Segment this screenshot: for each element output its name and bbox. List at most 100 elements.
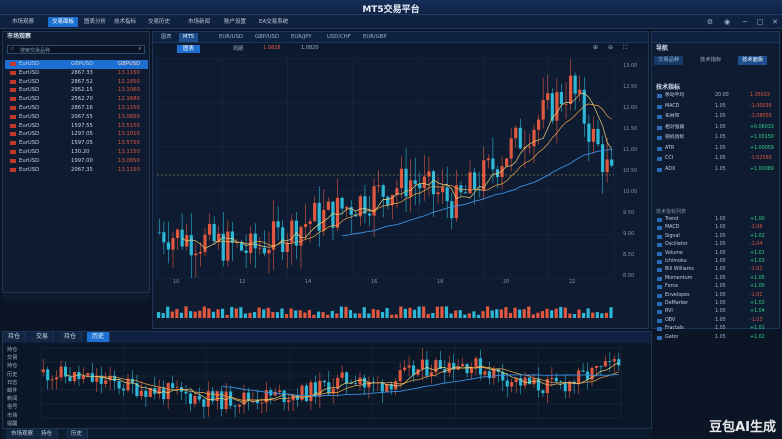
list-item[interactable]: EurUSD 2067.35 13.1150 [5, 166, 148, 175]
side-item[interactable]: 历史 [7, 371, 18, 378]
range-label[interactable]: 1.0820 [301, 45, 319, 51]
list-item[interactable]: EurUSD 2867.33 13.1150 [5, 69, 148, 78]
list-item[interactable]: EurUSD GBPUSD GBPUSD [5, 60, 148, 69]
tab-bottom-1[interactable]: 交易 [31, 332, 55, 342]
period-label[interactable]: 周期 [233, 46, 244, 52]
list-item[interactable]: EurUSD 2867.16 13.1150 [5, 104, 148, 113]
list-item[interactable]: EurUSD 1597.05 13.5750 [5, 139, 148, 148]
side-item[interactable]: 信号 [7, 404, 18, 411]
side-item[interactable]: 邮件 [7, 388, 18, 394]
notification-icon[interactable]: ◉ [723, 18, 731, 26]
indicator-list-item[interactable]: OBV 1.05 -1.03 [655, 317, 776, 325]
close-icon[interactable]: ✕ [772, 18, 778, 26]
side-item[interactable]: 持仓 [7, 363, 18, 370]
tab-bottom-3[interactable]: 历史 [87, 332, 111, 342]
tab-navigator-1[interactable]: 技术指标 [700, 57, 722, 63]
status-tab-0[interactable]: 市场观察 [6, 429, 40, 439]
menu-item-ea[interactable]: EA交易系统 [259, 19, 289, 25]
side-item[interactable]: 交易 [7, 355, 18, 362]
menu-item-indicators[interactable]: 技术指标 [114, 19, 137, 25]
tab-navigator-2[interactable]: 技术面板 [738, 56, 768, 65]
indicator-row[interactable]: ADX 1.05 +1.00089 [655, 166, 776, 174]
tab-chart-1[interactable]: MT5 [179, 33, 199, 42]
chevron-down-icon[interactable]: ▾ [138, 46, 141, 52]
side-item[interactable]: 日志 [7, 379, 18, 386]
chart-mode-button[interactable]: 图表 [177, 45, 201, 53]
list-item[interactable]: EurUSD 2067.55 13.0850 [5, 113, 148, 122]
tab-chart-3[interactable]: GBP/USD [255, 34, 280, 40]
menu-item-account[interactable]: 账户设置 [224, 19, 247, 25]
status-tab-2[interactable]: 历史 [66, 429, 89, 439]
tab-chart-4[interactable]: EUR/JPY [291, 34, 312, 40]
candle-body [587, 123, 591, 142]
candle-body [578, 89, 582, 94]
indicator-list-item[interactable]: RVI 1.05 +1.04 [655, 308, 776, 316]
list-item[interactable]: EurUSD 1297.05 13.1010 [5, 130, 148, 139]
candle-body [308, 221, 312, 225]
settings-icon[interactable]: ⚙ [706, 18, 714, 26]
side-item[interactable]: 市场 [7, 412, 18, 419]
indicator-list-item[interactable]: Momentum 1.05 +1.05 [655, 275, 776, 283]
candle-body [483, 371, 487, 375]
indicator-list-item[interactable]: Oscillator 1.05 -1.04 [655, 241, 776, 249]
menu-item-history[interactable]: 交易历史 [148, 19, 171, 25]
indicator-row[interactable]: ATR 1.05 +1.00059 [655, 145, 776, 153]
indicator-row[interactable]: MACD 1.05 -1.00039 [655, 103, 776, 111]
indicator-row[interactable]: 移动平均 20.00 1.05023 [655, 92, 776, 100]
indicator-section-title: 技术指标 [656, 84, 681, 91]
maximize-icon[interactable]: □ [756, 18, 764, 26]
fullscreen-icon[interactable]: ⛶ [623, 44, 628, 51]
menu-bar: 市场观察 交易面板 图表分析 技术指标 交易历史 市场新闻 账户设置 EA交易系… [0, 15, 782, 29]
tab-navigator-0[interactable]: 交易品种 [654, 56, 684, 65]
list-item[interactable]: EurUSD 2952.15 13.1060 [5, 86, 148, 95]
indicator-row[interactable]: 随机指标 1.05 +1.00150 [655, 134, 776, 142]
candle-body [262, 247, 266, 254]
candle-body [559, 92, 564, 105]
candle-body [445, 187, 449, 202]
candlestick-chart[interactable]: 13.00 12.50 12.00 11.50 11.00 10.50 10.00 9.50 9… [153, 55, 648, 328]
tab-bottom-2[interactable]: 持仓 [59, 332, 83, 342]
indicator-list-item[interactable]: Force 1.05 +1.00 [655, 283, 776, 291]
list-item[interactable]: EurUSD 2867.52 12.1850 [5, 78, 148, 87]
tab-chart-0[interactable]: 图表 [161, 34, 172, 40]
zoom-out-icon[interactable]: ⊖ [608, 44, 614, 51]
mini-chart[interactable] [27, 344, 651, 428]
list-item[interactable]: EurUSD 130.20 13.1150 [5, 148, 148, 157]
tab-bottom-0[interactable]: 持仓 [3, 332, 27, 342]
candle-body [335, 197, 340, 228]
indicator-list-item[interactable]: DeMarker 1.05 +1.02 [655, 300, 776, 308]
list-item[interactable]: EurUSD 1597.55 13.5150 [5, 122, 148, 131]
search-input[interactable]: ⌕ 搜索交易品种 ▾ [7, 45, 145, 54]
indicator-name: DeMarker [665, 301, 689, 306]
tab-chart-6[interactable]: EUR/GBP [363, 34, 387, 40]
zoom-in-icon[interactable]: ⊕ [593, 44, 599, 51]
indicator-list-item[interactable]: MACD 1.05 -1.06 [655, 224, 776, 232]
menu-item-news[interactable]: 市场新闻 [188, 19, 211, 25]
tab-chart-2[interactable]: EUR/USD [219, 34, 244, 40]
indicator-list-item[interactable]: Volume 1.05 +1.01 [655, 250, 776, 258]
indicator-list-item[interactable]: Ichimoku 1.05 +1.03 [655, 258, 776, 266]
bottom-panel: 持仓 交易 持仓 历史 持仓 交易 持仓 历史 日志 邮件 新闻 信号 市场 提醒 [2, 331, 652, 429]
side-item[interactable]: 持仓 [7, 347, 18, 353]
indicator-list-item[interactable]: Envelopes 1.05 -1.01 [655, 292, 776, 300]
minimize-icon[interactable]: ─ [742, 18, 748, 26]
list-item[interactable]: EurUSD 2562.70 12.1680 [5, 95, 148, 104]
indicator-row[interactable]: 相对强弱 1.05 +0.06033 [655, 124, 776, 132]
indicator-list-item[interactable]: Fractals 1.05 +1.01 [655, 325, 776, 333]
indicator-list-item[interactable]: Gator 1.05 +1.02 [655, 334, 776, 342]
menu-item-market-watch[interactable]: 市场观察 [12, 19, 35, 25]
indicator-list-item[interactable]: Signal 1.05 +1.02 [655, 233, 776, 241]
candle-body [233, 405, 237, 407]
side-item[interactable]: 新闻 [7, 396, 18, 403]
candle-body [398, 370, 402, 382]
indicator-list-item[interactable]: Trend 1.05 +1.00 [655, 216, 776, 224]
menu-item-chart[interactable]: 图表分析 [84, 19, 107, 25]
tab-chart-5[interactable]: USD/CHF [327, 34, 351, 40]
status-tab-1[interactable]: 持仓 [36, 429, 59, 439]
side-item[interactable]: 提醒 [7, 420, 18, 427]
indicator-row[interactable]: 布林带 1.05 -1.08050 [655, 113, 776, 121]
indicator-row[interactable]: CCI 1.05 -1.02560 [655, 155, 776, 163]
list-item[interactable]: EurUSD 1997.00 13.0850 [5, 157, 148, 166]
indicator-list-item[interactable]: Bill Williams 1.05 -1.02 [655, 266, 776, 274]
menu-item-trade-panel[interactable]: 交易面板 [48, 17, 79, 27]
